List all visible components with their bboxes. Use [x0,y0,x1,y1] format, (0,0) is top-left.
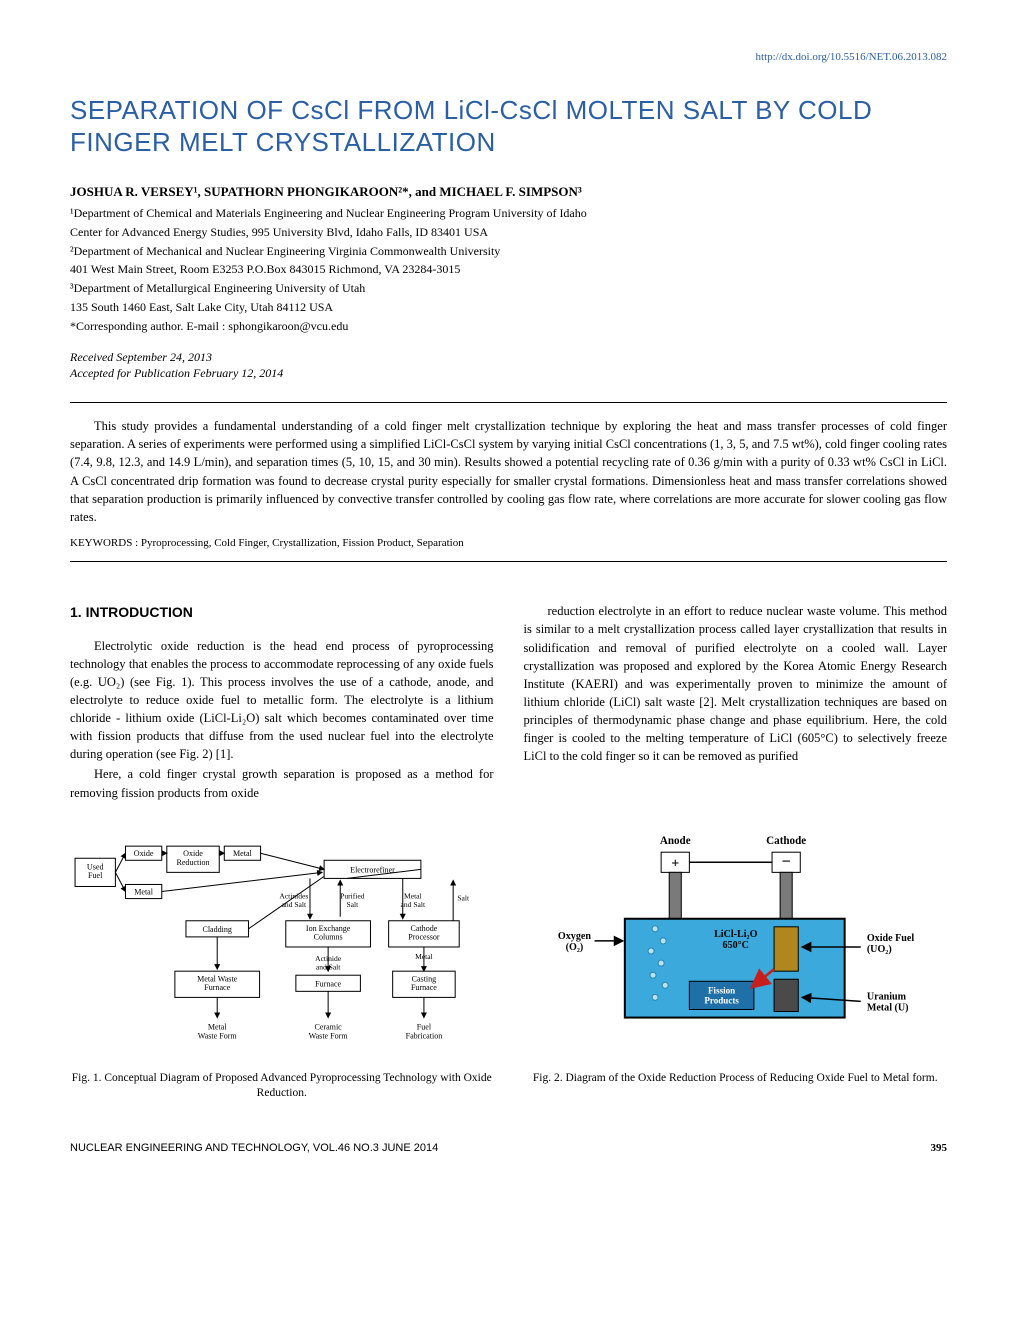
authors: JOSHUA R. VERSEY¹, SUPATHORN PHONGIKAROO… [70,183,947,201]
fig1-casting-furnace: CastingFurnace [411,974,437,992]
fig1-purified-salt: PurifiedSalt [340,891,365,908]
page-footer: NUCLEAR ENGINEERING AND TECHNOLOGY, VOL.… [70,1141,947,1156]
paragraph-3: reduction electrolyte in an effort to re… [524,602,948,765]
fig1-salt-up: Salt [457,893,470,902]
affiliation-3b: 135 South 1460 East, Salt Lake City, Uta… [70,299,947,316]
paragraph-1: Electrolytic oxide reduction is the head… [70,637,494,764]
affiliation-2: ²Department of Mechanical and Nuclear En… [70,243,947,260]
fig2-oxide-fuel: Oxide Fuel(UO₂) [866,933,914,955]
fig1-used-fuel: UsedFuel [87,862,104,880]
fig1-metal-top: Metal [233,849,253,858]
manuscript-dates: Received September 24, 2013 Accepted for… [70,349,947,383]
abstract-block: This study provides a fundamental unders… [70,402,947,562]
right-column: reduction electrolyte in an effort to re… [524,602,948,803]
fig1-ceramic-waste-form: CeramicWaste Form [309,1022,349,1040]
fig1-metal-left: Metal [134,887,154,896]
fig1-actinides-salt: Actinidesand Salt [279,891,308,908]
fig2-fission: FissionProducts [704,985,739,1005]
affiliation-2b: 401 West Main Street, Room E3253 P.O.Box… [70,261,947,278]
fig1-fuel-fabrication: FuelFabrication [406,1022,443,1040]
figure-1: UsedFuel Oxide OxideReduction Metal Elec… [70,828,494,1101]
abstract-text: This study provides a fundamental unders… [70,417,947,526]
fig1-cathode-processor: CathodeProcessor [408,924,440,942]
fig1-furnace: Furnace [315,979,341,988]
figures-row: UsedFuel Oxide OxideReduction Metal Elec… [70,828,947,1101]
accepted-date: Accepted for Publication February 12, 20… [70,365,947,382]
fig2-anode-label: Anode [659,835,690,847]
affiliation-1: ¹Department of Chemical and Materials En… [70,205,947,222]
figure-1-caption: Fig. 1. Conceptual Diagram of Proposed A… [70,1071,494,1101]
paper-title: SEPARATION OF CsCl FROM LiCl-CsCl MOLTEN… [70,95,947,157]
left-column: 1. INTRODUCTION Electrolytic oxide reduc… [70,602,494,803]
body-columns: 1. INTRODUCTION Electrolytic oxide reduc… [70,602,947,803]
doi-link: http://dx.doi.org/10.5516/NET.06.2013.08… [70,50,947,65]
received-date: Received September 24, 2013 [70,349,947,366]
footer-page-number: 395 [931,1141,948,1156]
affiliation-3: ³Department of Metallurgical Engineering… [70,280,947,297]
fig1-oxide: Oxide [134,849,154,858]
fig1-metal-waste-form: MetalWaste Form [198,1022,238,1040]
fig2-minus-icon: − [781,853,790,870]
fig2-uranium: UraniumMetal (U) [866,991,908,1013]
fig2-cathode-label: Cathode [766,835,806,847]
fig2-plus-icon: + [671,855,679,871]
keywords-line: KEYWORDS : Pyroprocessing, Cold Finger, … [70,536,947,551]
corresponding-author: *Corresponding author. E-mail : sphongik… [70,318,947,335]
footer-journal: NUCLEAR ENGINEERING AND TECHNOLOGY, VOL.… [70,1141,438,1156]
fig1-cladding: Cladding [202,925,232,934]
section-1-heading: 1. INTRODUCTION [70,602,494,622]
fig2-oxygen: Oxygen(O₂) [557,931,590,953]
figure-1-svg: UsedFuel Oxide OxideReduction Metal Elec… [70,828,494,1060]
figure-2: Anode Cathode + − LiCl-Li₂O650°C [524,828,948,1101]
fig1-metal-salt: Metaland Salt [401,891,426,908]
keywords-text: Pyroprocessing, Cold Finger, Crystalliza… [141,537,464,549]
figure-2-svg: Anode Cathode + − LiCl-Li₂O650°C [524,828,948,1060]
affiliation-1b: Center for Advanced Energy Studies, 995 … [70,224,947,241]
keywords-label: KEYWORDS : [70,537,138,549]
figure-2-caption: Fig. 2. Diagram of the Oxide Reduction P… [524,1071,948,1086]
paragraph-2: Here, a cold finger crystal growth separ… [70,765,494,801]
